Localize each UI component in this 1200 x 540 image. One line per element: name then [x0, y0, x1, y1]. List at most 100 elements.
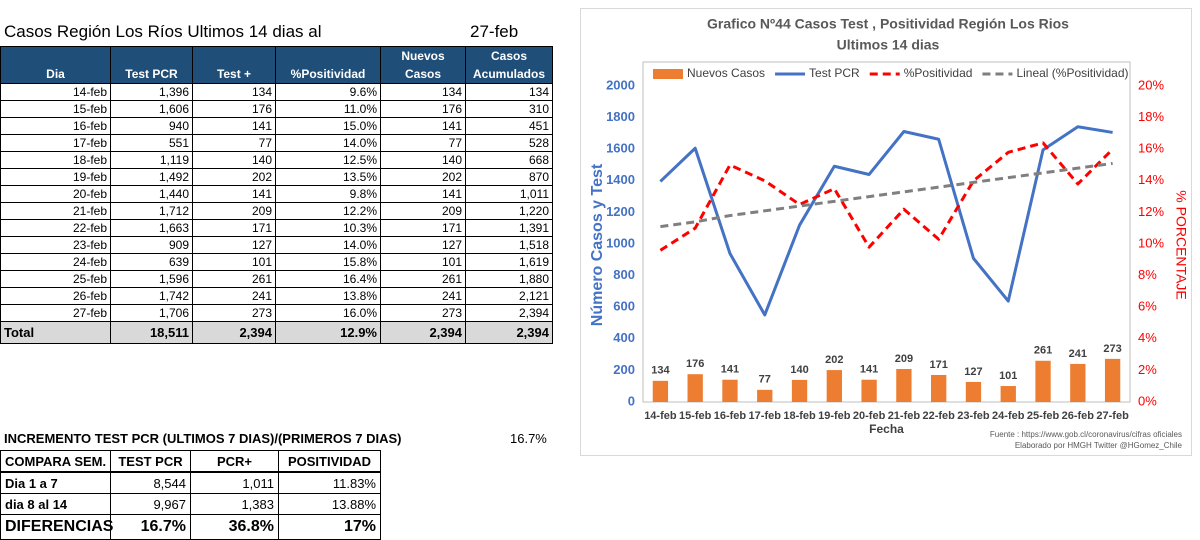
table-row: 17-feb 551 77 14.0% 77 528	[0, 134, 553, 152]
bar-value-label: 77	[759, 374, 771, 386]
legend-label: Lineal (%Positividad)	[1016, 66, 1128, 80]
bar	[652, 380, 669, 402]
y2-tick-label: 2%	[1138, 362, 1157, 377]
table-cell: 202	[192, 168, 276, 186]
table-cell: 273	[380, 304, 466, 322]
table-cell: 19-feb	[0, 168, 111, 186]
table-row: 25-feb 1,596 261 16.4% 261 1,880	[0, 270, 553, 288]
x-tick-label: 14-feb	[644, 410, 677, 422]
y-tick-label: 400	[613, 330, 635, 345]
legend-label: Nuevos Casos	[687, 66, 765, 80]
table-cell: 101	[380, 253, 466, 271]
table-cell: 528	[465, 134, 553, 152]
y2-axis-label: % PORCENTAJE	[1173, 190, 1189, 299]
total-cell: 2,394	[465, 321, 553, 344]
chart: Grafico Nº44 Casos Test , Positividad Re…	[580, 8, 1192, 456]
table-cell: Dia 1 a 7	[0, 471, 111, 494]
table-cell: 22-feb	[0, 219, 111, 237]
y2-tick-label: 0%	[1138, 393, 1157, 408]
table-cell: 15-feb	[0, 100, 111, 118]
y-tick-label: 600	[613, 299, 635, 314]
table-row: 22-feb 1,663 171 10.3% 171 1,391	[0, 219, 553, 237]
table-cell: 141	[380, 185, 466, 203]
y-tick-label: 2000	[606, 77, 635, 92]
table-cell: 176	[192, 100, 276, 118]
bar	[757, 389, 773, 402]
header-row: Dia Test PCR Test + %Positividad Nuevos Caso…	[0, 46, 553, 84]
table-cell: 13.5%	[275, 168, 381, 186]
table-cell: 1,619	[465, 253, 553, 271]
x-tick-label: 16-feb	[714, 410, 747, 422]
table-cell: 8,544	[110, 471, 191, 494]
bar-value-label: 261	[1034, 345, 1052, 357]
line	[660, 161, 1113, 229]
table-cell: 551	[110, 134, 193, 152]
table-cell: 134	[465, 83, 553, 101]
y2-tick-label: 12%	[1138, 204, 1164, 219]
chart-frame	[580, 8, 1192, 456]
header-cell: %Positividad	[275, 46, 381, 84]
table-cell: 1,706	[110, 304, 193, 322]
bar	[1000, 386, 1016, 402]
bar	[722, 379, 738, 402]
bar	[1035, 360, 1051, 402]
y2-tick-label: 14%	[1138, 172, 1164, 187]
bar	[861, 379, 877, 402]
legend-swatch	[653, 69, 683, 79]
table-cell: 20-feb	[0, 185, 111, 203]
legend-label: %Positividad	[904, 66, 973, 80]
table-cell: 15.8%	[275, 253, 381, 271]
table-cell: 141	[192, 117, 276, 135]
table-cell: 9.8%	[275, 185, 381, 203]
table-cell: 127	[380, 236, 466, 254]
bar-value-label: 273	[1103, 343, 1121, 355]
table-cell: 12.5%	[275, 151, 381, 169]
table-cell: 1,492	[110, 168, 193, 186]
table-cell: 1,391	[465, 219, 553, 237]
y-tick-label: 1600	[606, 141, 635, 156]
table-cell: 14-feb	[0, 83, 111, 101]
header-cell: Test PCR	[110, 46, 193, 84]
table-row: 23-feb 909 127 14.0% 127 1,518	[0, 236, 553, 254]
bar-value-label: 171	[929, 359, 947, 371]
table-cell: 10.3%	[275, 219, 381, 237]
table-cell: 15.0%	[275, 117, 381, 135]
table-cell: 25-feb	[0, 270, 111, 288]
table-cell: 24-feb	[0, 253, 111, 271]
table-cell: 2,121	[465, 287, 553, 305]
table-cell: 11.83%	[278, 471, 381, 494]
table-cell: 209	[192, 202, 276, 220]
table-cell: 1,880	[465, 270, 553, 288]
line	[659, 141, 1114, 252]
y2-tick-label: 10%	[1138, 235, 1164, 250]
table-cell: 1,383	[190, 493, 279, 515]
bar	[791, 379, 808, 402]
table-date: 27-feb	[470, 22, 519, 41]
y-tick-label: 1800	[606, 109, 635, 124]
x-tick-label: 18-feb	[783, 410, 816, 422]
table-cell: 127	[192, 236, 276, 254]
table-cell: 1,396	[110, 83, 193, 101]
chart-title: Grafico Nº44 Casos Test , Positividad Re…	[707, 16, 1069, 32]
total-row: Total 18,511 2,394 12.9% 2,394 2,394	[0, 321, 553, 344]
table-row: 18-feb 1,119 140 12.5% 140 668	[0, 151, 553, 169]
table-cell: dia 8 al 14	[0, 493, 111, 515]
legend-label: Test PCR	[809, 66, 860, 80]
table-title: Casos Región Los Ríos Ultimos 14 dias al	[4, 22, 322, 41]
increment-label: INCREMENTO TEST PCR (ULTIMOS 7 DIAS)/(PR…	[4, 431, 402, 446]
bar-value-label: 134	[651, 365, 670, 377]
header-cell: POSITIVIDAD	[278, 450, 381, 473]
table-cell: 273	[192, 304, 276, 322]
x-tick-label: 24-feb	[992, 410, 1025, 422]
y-tick-label: 0	[628, 393, 635, 408]
table-cell: 1,011	[465, 185, 553, 203]
table-cell: 171	[192, 219, 276, 237]
plot-area	[642, 61, 1131, 403]
table-cell: 1,742	[110, 287, 193, 305]
table-cell: 17-feb	[0, 134, 111, 152]
bar	[826, 370, 842, 402]
table-cell: 11.0%	[275, 100, 381, 118]
header-cell: TEST PCR	[110, 450, 191, 473]
table-cell: 870	[465, 168, 553, 186]
bar	[1104, 358, 1121, 402]
